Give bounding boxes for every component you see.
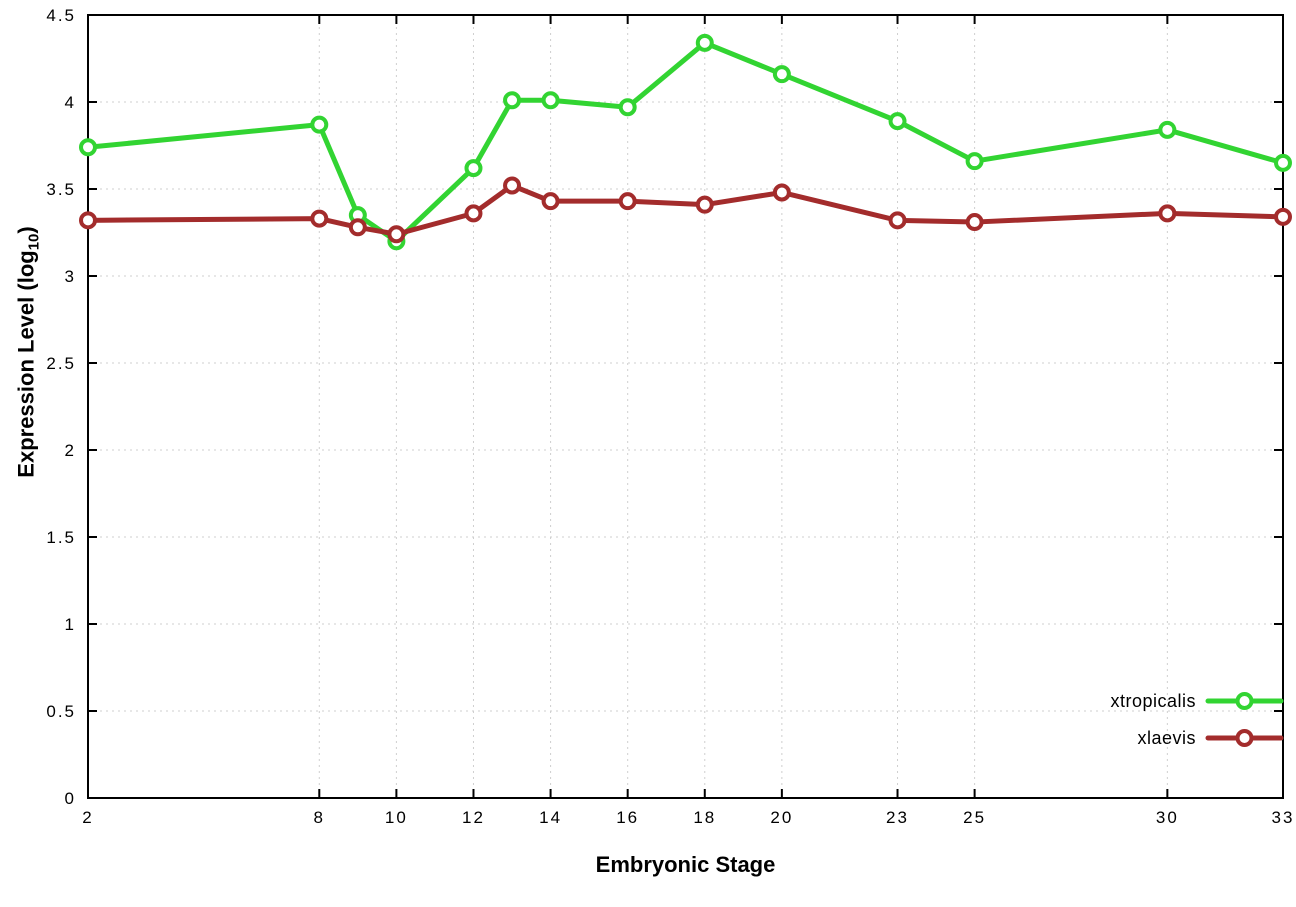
y-axis-label: Expression Level (log10) [13, 226, 42, 477]
data-point [310, 115, 329, 134]
data-point [79, 211, 97, 230]
series-xtropicalis [79, 33, 1292, 251]
y-tick-label: 0.5 [46, 702, 76, 721]
y-tick-label: 4.5 [46, 6, 76, 25]
y-tick-label: 1.5 [46, 528, 76, 547]
legend-marker-sample [1235, 692, 1254, 710]
data-point [503, 91, 522, 110]
plot-border [87, 14, 1284, 799]
data-point [348, 218, 367, 237]
data-point [541, 91, 560, 110]
x-tick-label: 2 [82, 808, 93, 827]
data-point [695, 33, 714, 52]
data-point [618, 98, 637, 117]
data-point [888, 112, 907, 131]
data-point [965, 213, 984, 232]
x-tick-label: 14 [539, 808, 562, 827]
data-point [618, 192, 637, 211]
y-tick-label: 2 [65, 441, 76, 460]
legend-label: xlaevis [1137, 728, 1196, 748]
y-axis-label-prefix: Expression Level (log [13, 250, 39, 478]
data-point [965, 152, 984, 171]
legend: xtropicalis xlaevis [1110, 691, 1284, 748]
x-tick-label: 12 [462, 808, 485, 827]
data-point [79, 138, 97, 157]
grid [87, 14, 1284, 799]
y-tick-label: 2.5 [46, 354, 76, 373]
data-point [888, 211, 907, 230]
data-point [695, 195, 714, 214]
legend-label: xtropicalis [1110, 691, 1196, 711]
x-tick-label: 23 [886, 808, 909, 827]
data-point [310, 209, 329, 228]
data-point [1158, 204, 1177, 223]
x-axis-label: Embryonic Stage [595, 852, 776, 877]
data-point [464, 159, 483, 178]
series-line [85, 40, 1286, 244]
data-point [772, 183, 791, 202]
data-point [541, 192, 560, 211]
data-point [1274, 153, 1292, 172]
y-tick-label: 0 [65, 789, 76, 808]
x-tick-label: 16 [616, 808, 639, 827]
data-point [772, 65, 791, 84]
legend-marker-sample [1235, 729, 1254, 747]
data-point [1274, 207, 1292, 226]
x-tick-label: 33 [1272, 808, 1295, 827]
x-tick-label: 25 [963, 808, 986, 827]
y-tick-label: 1 [65, 615, 76, 634]
data-point [464, 204, 483, 223]
x-tick-label: 18 [693, 808, 716, 827]
series-line [85, 183, 1286, 237]
axis-ticks [87, 14, 1284, 799]
x-tick-label: 30 [1156, 808, 1179, 827]
y-tick-label: 3 [65, 267, 76, 286]
data-point [1158, 120, 1177, 139]
y-axis-label-subscript: 10 [25, 233, 43, 251]
y-tick-label: 3.5 [46, 180, 76, 199]
x-tick-label: 8 [314, 808, 325, 827]
x-tick-label: 10 [385, 808, 408, 827]
data-point [387, 225, 406, 244]
series-xlaevis [79, 176, 1292, 244]
tick-labels: 2 8 10 12 14 16 18 20 23 25 30 33 0 0.5 1 1.5 2 2.5 3 3.5 4 4… [46, 6, 1295, 827]
data-point [503, 176, 522, 195]
y-axis-label-suffix: ) [13, 226, 39, 234]
x-tick-label: 20 [770, 808, 793, 827]
y-tick-label: 4 [65, 93, 76, 112]
